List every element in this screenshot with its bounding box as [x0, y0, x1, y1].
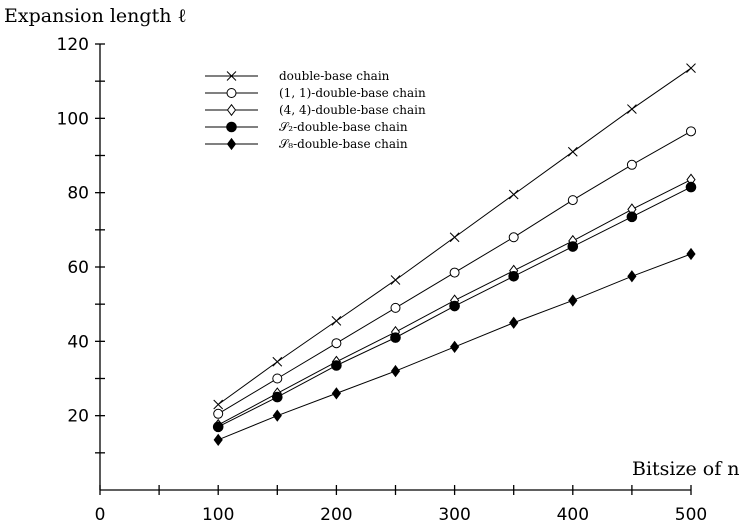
legend-item: 𝒮₂-double-base chain	[205, 120, 408, 134]
legend-label: double-base chain	[279, 69, 390, 83]
cross-marker	[567, 146, 578, 157]
filled-circle-marker	[272, 391, 283, 403]
filled-circle-marker	[626, 211, 638, 223]
y-tick-label: 120	[57, 35, 89, 55]
cross-marker	[508, 189, 519, 200]
filled-circle-marker	[567, 241, 579, 252]
filled-diamond-marker	[331, 387, 342, 400]
cross-marker	[627, 104, 637, 114]
y-tick-label: 60	[67, 258, 89, 278]
filled-circle-marker	[449, 300, 460, 312]
open-diamond-marker	[226, 103, 237, 117]
filled-circle-marker	[508, 270, 520, 282]
legend: double-base chain (1, 1)-double-base chai…	[205, 69, 426, 151]
filled-diamond-marker	[509, 316, 519, 329]
open-circle-marker	[567, 195, 578, 206]
filled-circle-marker	[331, 360, 342, 371]
x-tick-label: 0	[95, 505, 106, 523]
open-circle-marker	[272, 373, 283, 384]
open-circle-marker	[213, 408, 224, 419]
series-group	[212, 63, 697, 446]
cross-marker	[272, 356, 283, 367]
x-tick-label: 200	[320, 505, 352, 523]
filled-diamond-marker	[568, 294, 578, 307]
open-circle-marker	[331, 338, 342, 349]
legend-label: (4, 4)-double-base chain	[279, 103, 426, 117]
filled-circle-marker	[390, 332, 401, 343]
series-2	[213, 126, 696, 419]
x-tick-label: 300	[438, 505, 470, 523]
legend-item: (4, 4)-double-base chain	[205, 103, 426, 117]
cross-marker	[226, 71, 237, 81]
series-line	[217, 67, 692, 405]
cross-marker	[213, 399, 224, 410]
filled-diamond-marker	[226, 137, 237, 151]
filled-diamond-marker	[213, 433, 223, 446]
cross-marker	[390, 275, 401, 285]
y-tick-label: 40	[67, 332, 89, 352]
filled-circle-marker	[212, 421, 224, 433]
filled-diamond-marker	[390, 364, 401, 378]
filled-circle-marker	[226, 121, 237, 133]
legend-item: (1, 1)-double-base chain	[205, 86, 426, 100]
filled-circle-marker	[685, 181, 697, 193]
y-tick-label: 20	[67, 407, 89, 427]
filled-diamond-marker	[272, 409, 282, 422]
legend-label: 𝒮₈-double-base chain	[279, 137, 408, 151]
x-tick-label: 100	[202, 505, 234, 523]
open-circle-marker	[508, 232, 519, 243]
cross-marker	[331, 316, 342, 326]
series-5	[213, 247, 696, 446]
y-axis-label: Expansion length ℓ	[4, 5, 187, 27]
cross-marker	[686, 63, 696, 74]
legend-label: 𝒮₂-double-base chain	[279, 120, 408, 134]
filled-diamond-marker	[449, 340, 460, 354]
open-circle-marker	[626, 159, 637, 170]
legend-label: (1, 1)-double-base chain	[279, 86, 426, 100]
open-circle-marker	[449, 267, 460, 278]
filled-diamond-marker	[627, 270, 637, 283]
x-tick-label: 400	[557, 505, 589, 523]
legend-item: double-base chain	[205, 69, 390, 83]
open-circle-marker	[390, 302, 401, 313]
series-1	[213, 63, 696, 410]
x-tick-label: 500	[675, 505, 707, 523]
open-circle-marker	[686, 126, 696, 137]
x-axis-label: Bitsize of n	[632, 458, 740, 480]
ticks: 0 100 200 300 400 500 20 40 60 80 100 120	[57, 35, 708, 523]
series-4	[212, 181, 697, 433]
filled-diamond-marker	[686, 247, 696, 261]
open-circle-marker	[226, 88, 237, 98]
legend-item: 𝒮₈-double-base chain	[205, 137, 408, 151]
y-tick-label: 100	[57, 109, 89, 129]
y-tick-label: 80	[67, 184, 89, 204]
cross-marker	[449, 232, 460, 243]
